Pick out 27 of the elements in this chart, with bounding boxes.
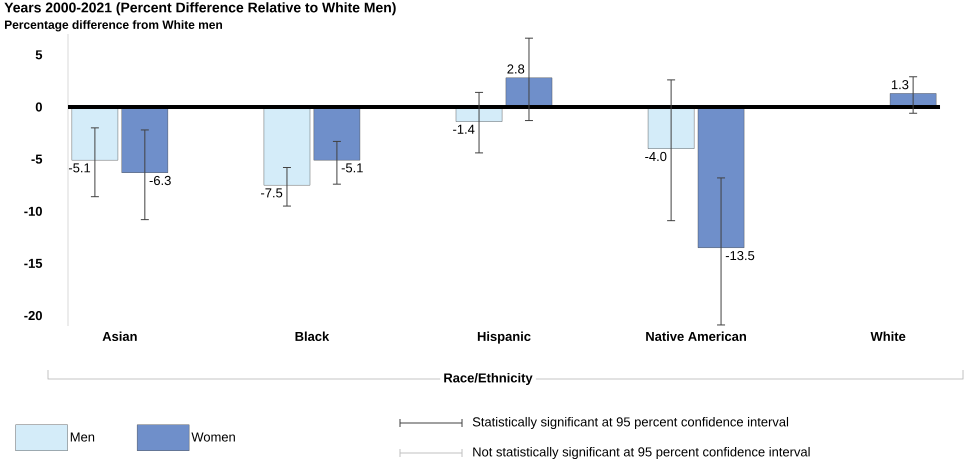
data-label: -1.4 <box>453 124 474 134</box>
data-label: -5.1 <box>68 163 90 172</box>
legend-label: Men <box>70 432 94 442</box>
legend-label: Women <box>191 432 235 442</box>
text: Statistically significant at 95 percent confidence interval <box>472 416 788 430</box>
x-tick-label: Black <box>296 332 330 342</box>
chart-title: Years 2000-2021 (Percent Difference Relative to White Men) <box>4 2 396 16</box>
data-label: 1.3 <box>892 80 908 90</box>
data-label: -4.0 <box>645 152 666 162</box>
x-tick-label: Hispanic <box>478 332 531 344</box>
data-label: -7.5 <box>261 188 282 198</box>
x-tick-label: Native American <box>646 332 746 342</box>
chart-subtitle: Percentage difference from White men <box>4 20 222 32</box>
x-tick-label: White <box>870 332 906 342</box>
data-label: -5.1 <box>342 163 363 172</box>
text: Not statistically significant at 95 percent confidence interval <box>473 446 810 460</box>
y-tick-label: -20 <box>24 310 42 320</box>
y-tick-label: 5 <box>36 50 42 60</box>
y-tick-label: -5 <box>31 154 42 164</box>
data-label: -13.5 <box>726 250 754 260</box>
y-tick-label: -10 <box>24 206 42 216</box>
data-label: -6.3 <box>150 176 171 186</box>
x-tick-label: Asian <box>102 332 137 342</box>
data-label: 2.8 <box>507 64 524 74</box>
y-tick-label: -15 <box>24 258 42 268</box>
x-axis-title: Race/Ethnicity <box>444 372 533 386</box>
y-tick-label: 0 <box>36 102 42 112</box>
